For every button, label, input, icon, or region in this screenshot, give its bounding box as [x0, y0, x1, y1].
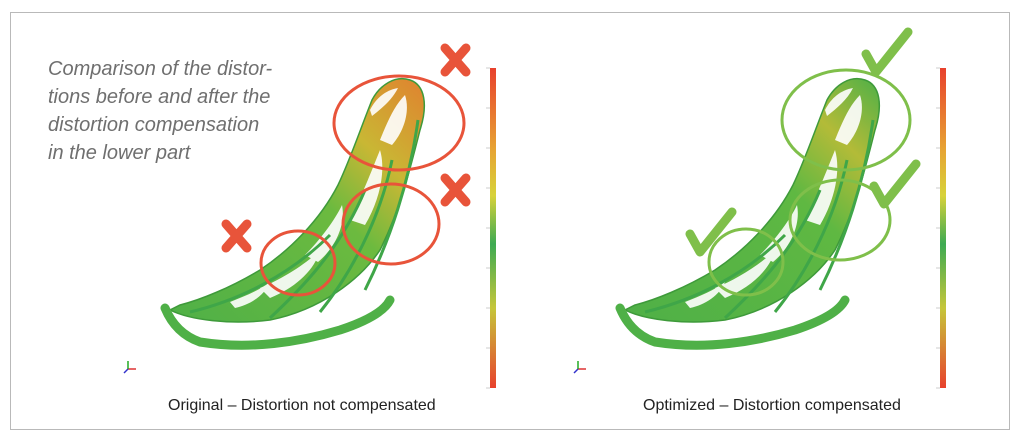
- color-scale-ticks: [936, 67, 940, 389]
- optimized-part-image: [573, 27, 946, 389]
- axis-triad-icon: [123, 361, 136, 374]
- color-scale-bar: [940, 68, 946, 388]
- cross-icon: [440, 43, 471, 77]
- distortion-part: [160, 78, 426, 350]
- distortion-part: [615, 78, 881, 350]
- cross-icon: [221, 219, 252, 253]
- cross-icon: [440, 173, 471, 207]
- part-base: [160, 295, 395, 350]
- intro-text: Comparison of the distor- tions before a…: [48, 55, 308, 167]
- optimized-panel: [510, 20, 990, 400]
- part-body: [168, 78, 426, 323]
- original-part-image: [123, 43, 496, 389]
- part-base: [615, 295, 850, 350]
- original-panel: [20, 20, 500, 400]
- intro-line: tions before and after the: [48, 86, 271, 108]
- check-icon: [869, 159, 921, 209]
- distortion-highlight-circle: [332, 74, 466, 172]
- intro-line: distortion compensation: [48, 114, 260, 136]
- distortion-highlight-circle: [780, 68, 912, 172]
- distortion-highlight-circle: [707, 227, 785, 297]
- distortion-highlight-circle: [341, 182, 441, 266]
- distortion-highlight-circle: [259, 229, 337, 297]
- intro-line: Comparison of the distor-: [48, 58, 273, 80]
- check-icon: [685, 207, 737, 257]
- distortion-highlight-circle: [788, 178, 892, 262]
- color-scale-ticks: [486, 67, 490, 389]
- part-body: [623, 78, 881, 323]
- optimized-caption: Optimized – Distortion compensated: [643, 397, 901, 414]
- check-icon: [861, 27, 913, 77]
- axis-triad-icon: [573, 361, 586, 374]
- intro-line: in the lower part: [48, 142, 191, 164]
- color-scale-bar: [490, 68, 496, 388]
- lattice-struts: [189, 119, 420, 320]
- original-caption: Original – Distortion not compensated: [168, 397, 436, 414]
